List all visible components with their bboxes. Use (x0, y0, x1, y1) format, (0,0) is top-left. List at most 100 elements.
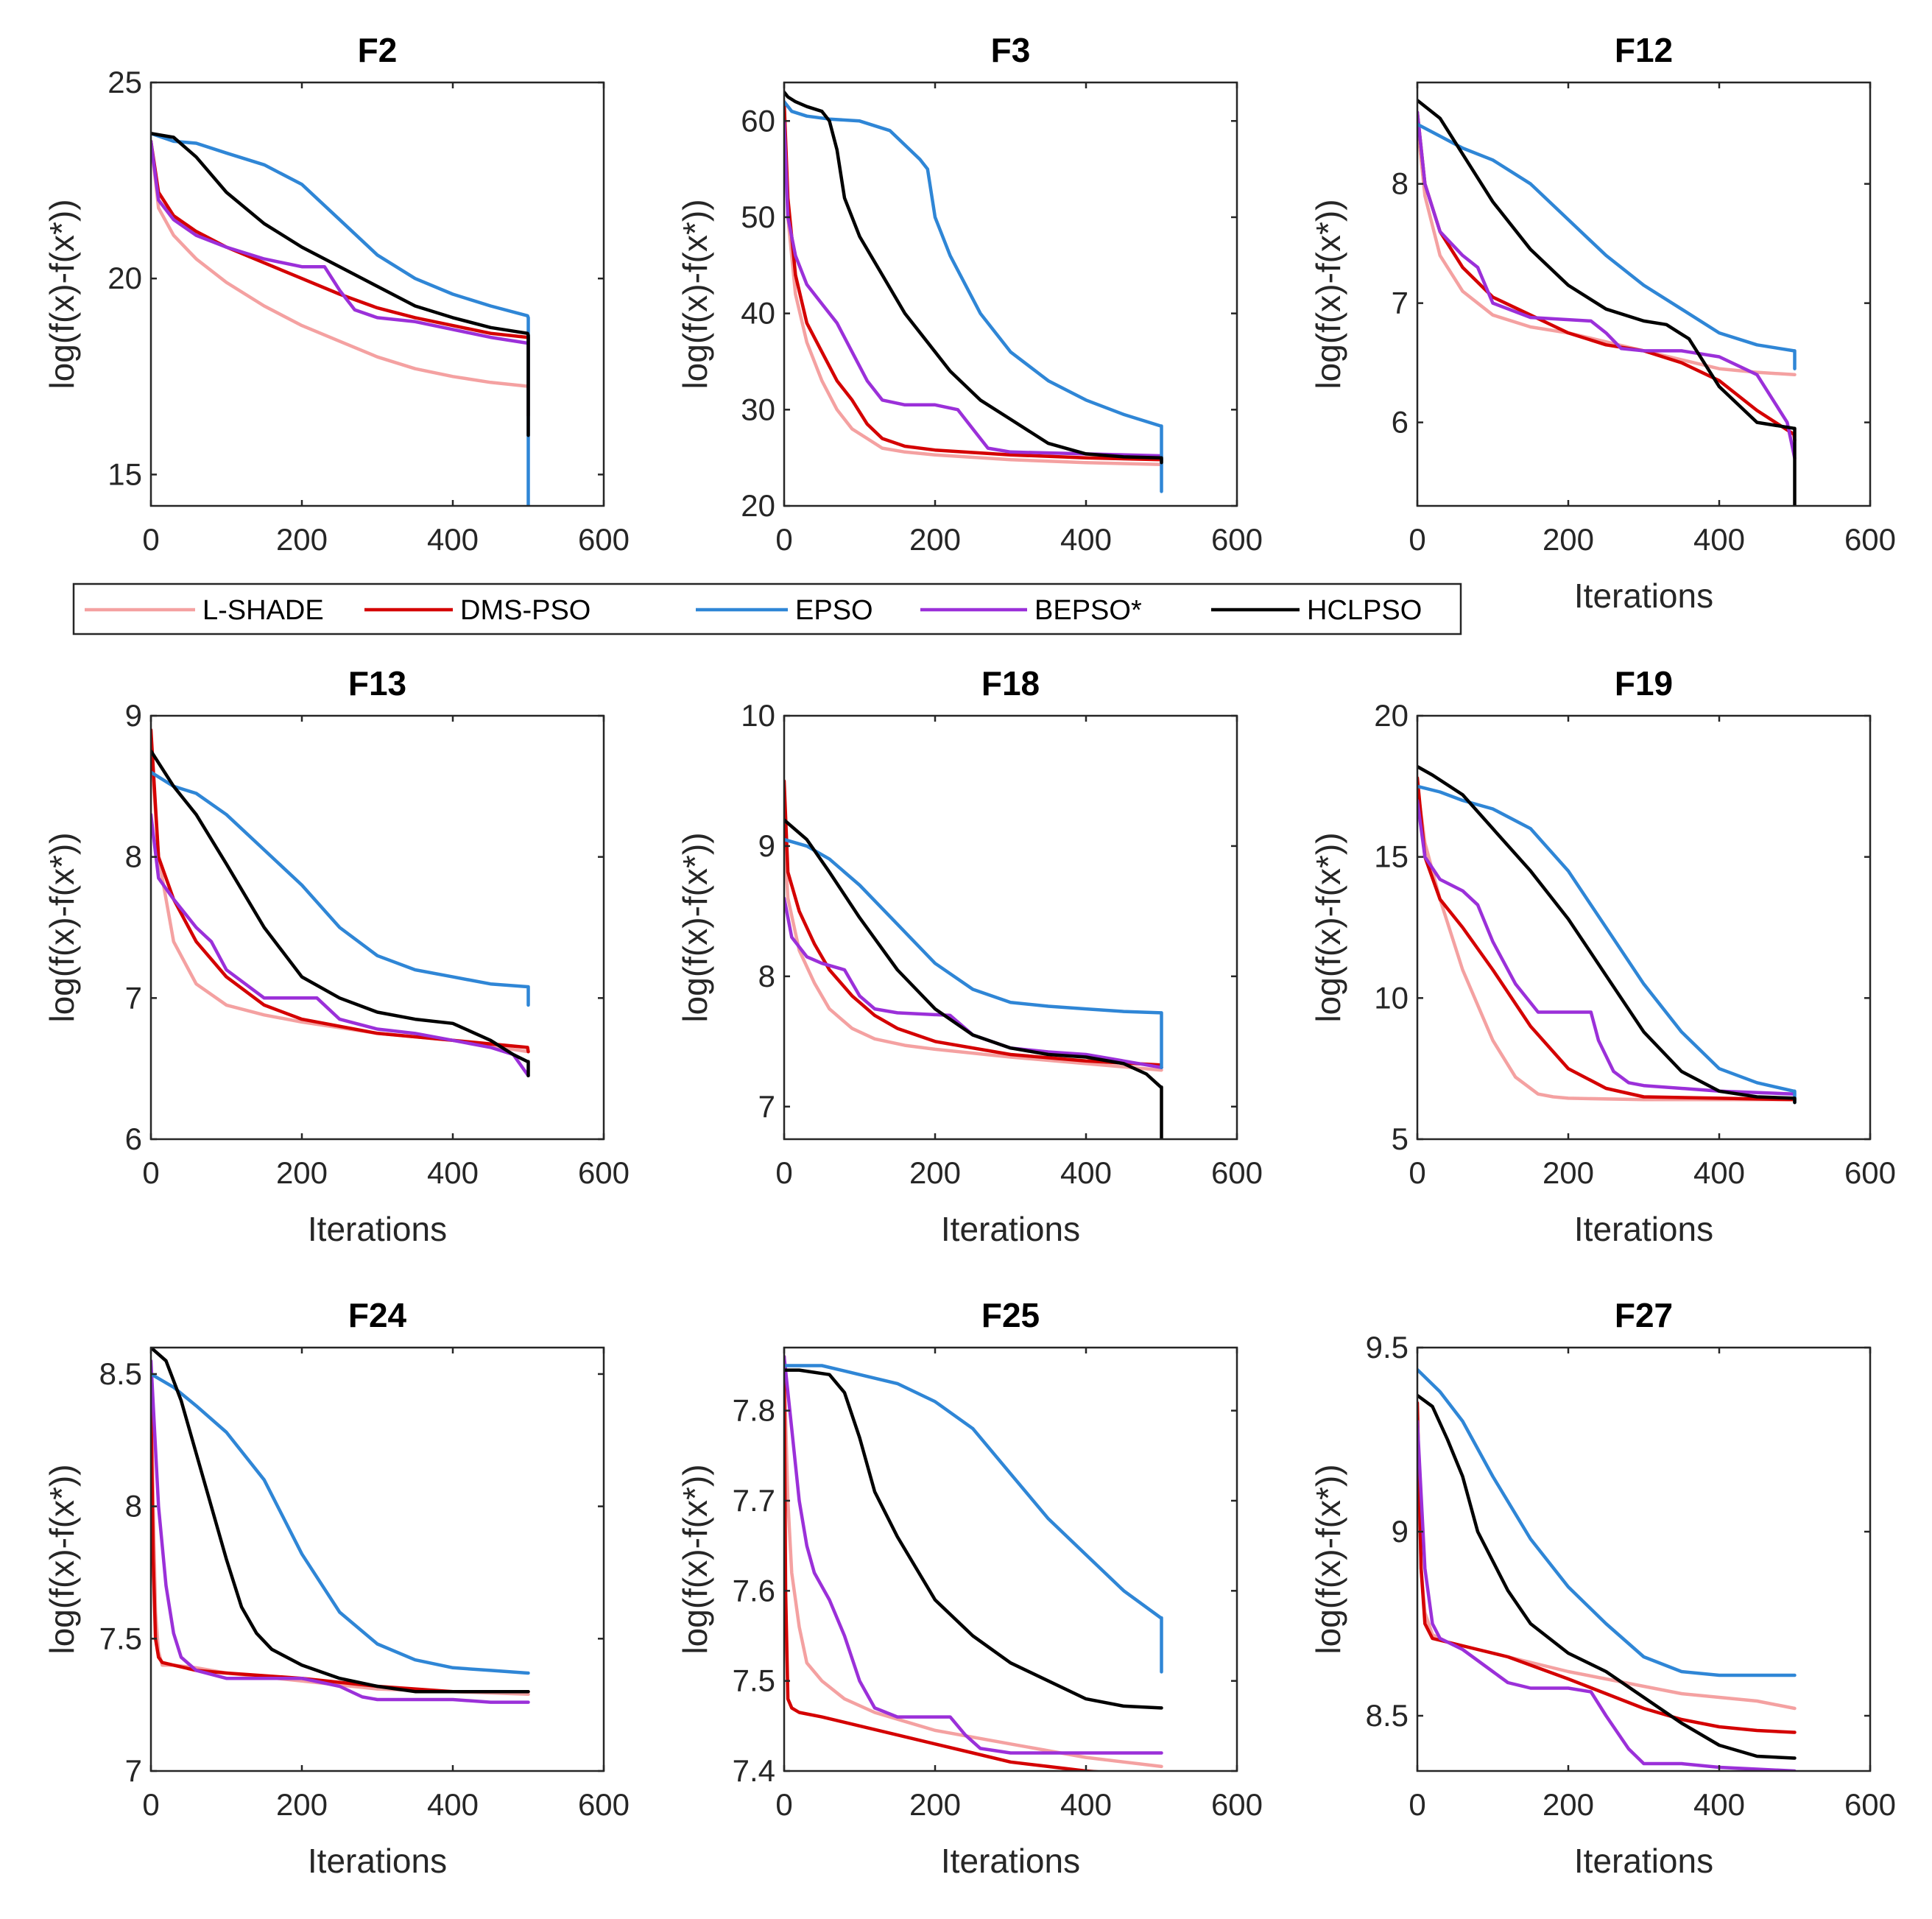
chart-title: F13 (348, 664, 406, 703)
y-tick-label: 10 (1374, 980, 1409, 1015)
series-line-bepso (1417, 1419, 1797, 1771)
series-line-bepso (784, 1354, 1163, 1755)
x-tick-label: 0 (142, 522, 159, 557)
series-line-lshade (1417, 1419, 1797, 1711)
x-axis-label: Iterations (941, 1842, 1080, 1880)
y-tick-label: 8 (1392, 166, 1409, 201)
x-tick-label: 600 (578, 522, 630, 557)
y-tick-label: 60 (741, 103, 775, 138)
series-line-lshade (1417, 122, 1797, 377)
legend-label-epso: EPSO (795, 595, 873, 626)
x-tick-label: 600 (578, 1155, 630, 1190)
x-tick-label: 0 (142, 1155, 159, 1190)
y-tick-label: 20 (741, 488, 775, 523)
y-tick-label: 9 (758, 828, 775, 863)
subplot-f2: F2 0 200 400 600 15 20 25 log(f(x)-f(x*)) (43, 31, 630, 557)
series-line-bepso (1417, 110, 1797, 460)
y-axis-label: log(f(x)-f(x*)) (676, 199, 714, 389)
x-tick-label: 200 (1543, 1155, 1594, 1190)
subplot-f18: F18 0 200 400 600 7 8 9 10 log(f(x)-f(x*)) Iterati… (676, 664, 1263, 1248)
y-axis-label: log(f(x)-f(x*)) (1309, 1464, 1347, 1654)
y-tick-label: 50 (741, 200, 775, 234)
chart-title: F12 (1615, 31, 1673, 69)
x-tick-label: 600 (1844, 1787, 1896, 1822)
series-line-epso (784, 837, 1163, 1069)
legend-item-lshade: L-SHADE (85, 595, 324, 626)
series-line-hclpso (784, 1368, 1163, 1710)
x-axis-label: Iterations (1574, 577, 1713, 615)
x-tick-label: 200 (276, 1155, 328, 1190)
series-line-hclpso (784, 90, 1163, 465)
y-tick-label: 20 (107, 261, 142, 295)
y-tick-label: 7.5 (733, 1663, 775, 1698)
series-line-hclpso (1417, 764, 1797, 1105)
y-tick-label: 8 (758, 959, 775, 993)
series-line-dmspso (1417, 776, 1797, 1102)
x-tick-label: 600 (1211, 1787, 1263, 1822)
x-tick-label: 0 (142, 1787, 159, 1822)
chart-title: F19 (1615, 664, 1673, 703)
series-group (1417, 99, 1797, 506)
x-tick-label: 400 (1060, 1787, 1112, 1822)
y-tick-label: 7.7 (733, 1483, 775, 1518)
y-tick-label: 7 (125, 1753, 142, 1788)
x-axis-label: Iterations (308, 1210, 447, 1248)
x-tick-label: 600 (578, 1787, 630, 1822)
x-tick-label: 600 (1844, 1155, 1896, 1190)
y-axis-label: log(f(x)-f(x*)) (1309, 199, 1347, 389)
y-tick-label: 40 (741, 296, 775, 331)
x-tick-label: 400 (1060, 522, 1112, 557)
series-line-dmspso (1417, 1401, 1797, 1734)
y-tick-label: 8.5 (99, 1356, 142, 1391)
y-axis-label: log(f(x)-f(x*)) (1309, 832, 1347, 1022)
x-tick-label: 200 (1543, 522, 1594, 557)
series-line-lshade (784, 1364, 1163, 1769)
y-tick-label: 8 (125, 1489, 142, 1524)
series-group (784, 1354, 1163, 1771)
x-tick-label: 0 (775, 522, 792, 557)
subplot-f19: F19 0 200 400 600 5 10 15 20 log(f(x)-f(x*)) Itera… (1309, 664, 1896, 1248)
series-line-epso (1417, 122, 1797, 370)
chart-title: F3 (991, 31, 1031, 69)
chart-title: F2 (358, 31, 398, 69)
x-tick-label: 0 (1409, 1155, 1425, 1190)
x-tick-label: 0 (775, 1787, 792, 1822)
x-axis-label: Iterations (941, 1210, 1080, 1248)
y-tick-label: 6 (1392, 405, 1409, 440)
chart-title: F18 (981, 664, 1040, 703)
series-line-lshade (784, 831, 1163, 1072)
x-tick-label: 400 (427, 1155, 479, 1190)
x-tick-label: 400 (1060, 1155, 1112, 1190)
legend-label-lshade: L-SHADE (202, 595, 324, 626)
plot-frame (1416, 714, 1872, 1141)
plot-frame (783, 714, 1238, 1141)
series-line-bepso (784, 896, 1163, 1069)
y-tick-label: 7 (1392, 286, 1409, 320)
y-tick-label: 30 (741, 392, 775, 426)
x-tick-label: 200 (276, 1787, 328, 1822)
y-axis-label: log(f(x)-f(x*)) (676, 1464, 714, 1654)
series-line-dmspso (784, 1354, 1110, 1771)
plot-frame (149, 81, 605, 507)
series-line-lshade (784, 99, 1163, 467)
x-tick-label: 600 (1844, 522, 1896, 557)
series-line-hclpso (151, 1348, 530, 1694)
series-line-bepso (1417, 798, 1797, 1096)
y-tick-label: 20 (1374, 698, 1409, 733)
y-tick-label: 15 (107, 457, 142, 491)
series-line-bepso (784, 119, 1163, 458)
y-tick-label: 9 (125, 698, 142, 733)
plot-frame (1416, 81, 1872, 507)
x-tick-label: 0 (1409, 522, 1425, 557)
plot-frame (149, 714, 605, 1141)
y-tick-label: 7 (758, 1089, 775, 1124)
y-axis-label: log(f(x)-f(x*)) (676, 832, 714, 1022)
x-tick-label: 200 (909, 522, 961, 557)
x-tick-label: 200 (1543, 1787, 1594, 1822)
series-line-dmspso (784, 779, 1163, 1069)
legend-item-epso: EPSO (696, 595, 873, 626)
y-tick-label: 6 (125, 1122, 142, 1156)
x-axis-label: Iterations (1574, 1210, 1713, 1248)
